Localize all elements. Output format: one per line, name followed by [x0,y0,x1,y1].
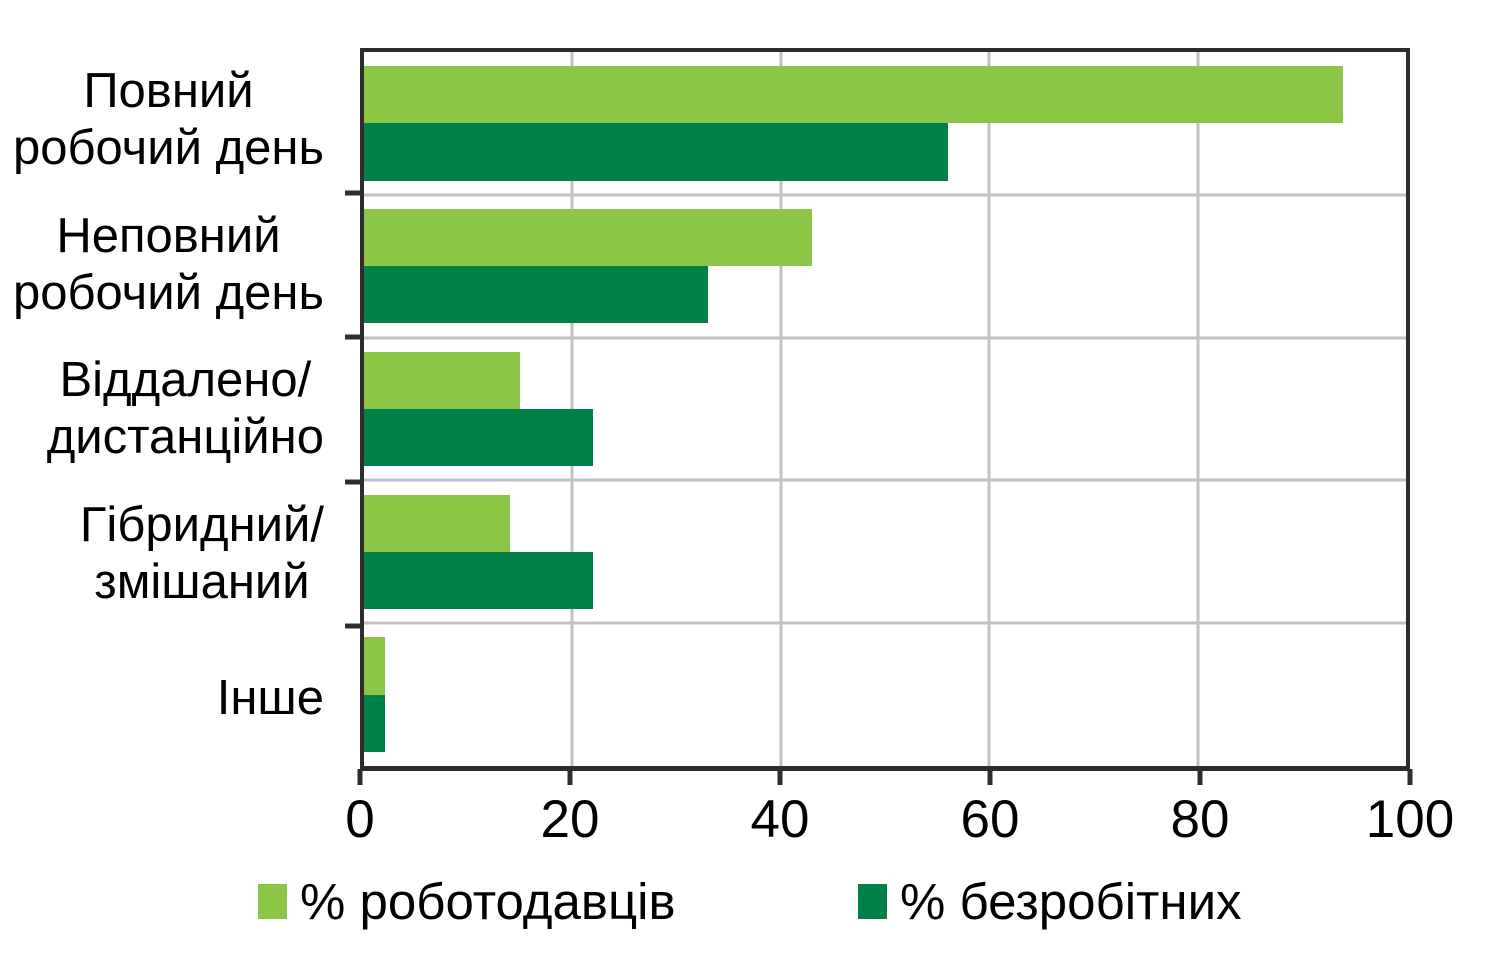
plot-area [360,48,1410,771]
unemployed-bar [364,408,594,467]
employers-bar [364,637,385,695]
y-axis-tick-marks [345,48,360,771]
bar-group [364,52,1406,195]
legend: % роботодавців % безробітних [0,866,1500,936]
category-label: Повний робочий день [12,63,324,176]
x-tick-label: 100 [1365,790,1455,849]
bar-group [364,338,1406,481]
x-tick-mark [357,769,363,785]
category-label: Неповний робочий день [12,208,324,320]
legend-item-employers: % роботодавців [258,866,676,936]
legend-label-unemployed: % безробітних [900,872,1242,930]
vertical-gridline [1196,52,1200,766]
legend-item-unemployed: % безробітних [858,866,1242,936]
x-axis-tick-marks [357,769,1413,785]
y-tick-mark [345,334,360,340]
x-tick-label: 20 [540,790,600,849]
category-label: Інше [216,671,324,726]
x-tick-label: 40 [750,790,810,849]
bar-group [364,480,1406,623]
horizontal-gridline [364,478,1406,482]
horizontal-gridline [364,621,1406,625]
y-tick-mark [345,190,360,196]
unemployed-bar [364,694,385,752]
employers-bar [364,66,1344,124]
y-tick-mark [345,623,360,629]
unemployed-swatch-icon [858,883,887,919]
x-tick-mark [777,769,783,785]
employers-bar [364,209,813,267]
category-label-row: Неповний робочий день [0,193,340,338]
category-label-row: Інше [0,626,340,771]
unemployed-bar [364,551,594,609]
x-tick-label: 0 [345,790,375,849]
x-tick-mark [567,769,573,785]
x-tick-mark [987,769,993,785]
x-tick-mark [1407,769,1413,785]
x-tick-label: 60 [960,790,1020,849]
x-tick-mark [1197,769,1203,785]
category-label-row: Повний робочий день [0,48,340,193]
unemployed-bar [364,266,708,324]
x-tick-label: 80 [1170,790,1230,849]
category-label-row: Віддалено/ дистанційно [0,337,340,482]
vertical-gridline [779,52,783,766]
legend-label-employers: % роботодавців [300,872,676,930]
employers-bar [364,351,521,409]
category-label: Гібридний/ змішаний [79,497,324,610]
horizontal-gridline [364,193,1406,197]
x-axis-tick-labels: 0 20 40 60 80 100 [345,789,1454,853]
employers-swatch-icon [258,883,287,919]
category-label-row: Гібридний/ змішаний [0,482,340,627]
horizontal-gridline [364,336,1406,340]
bar-group [364,195,1406,338]
category-label: Віддалено/ дистанційно [46,353,324,465]
bar-group [364,623,1406,766]
category-labels: Повний робочий день Неповний робочий день… [0,48,340,771]
vertical-gridline [987,52,991,766]
y-tick-mark [345,479,360,485]
employers-bar [364,494,510,552]
unemployed-bar [364,123,948,181]
